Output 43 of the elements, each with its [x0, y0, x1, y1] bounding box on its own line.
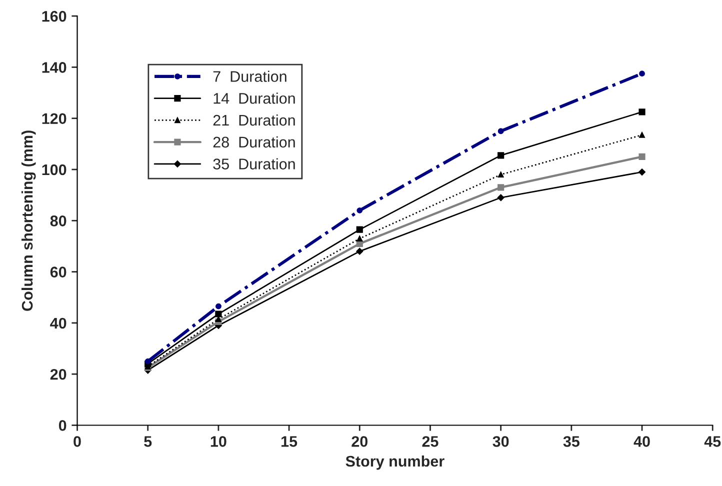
x-tick-label: 0 [74, 436, 81, 447]
x-tick-label: 5 [144, 436, 152, 447]
point [144, 358, 151, 364]
point [356, 248, 364, 255]
point [498, 152, 504, 159]
x-tick-label: 15 [282, 436, 298, 447]
legend-label: 28 Duration [213, 136, 295, 148]
point [356, 236, 363, 242]
point [639, 132, 645, 138]
point [215, 303, 222, 310]
point [639, 70, 645, 77]
x-tick-label: 25 [422, 436, 438, 447]
point [498, 172, 504, 178]
y-tick-label: 120 [42, 113, 66, 124]
legend-label: 21 Duration [213, 114, 295, 126]
y-tick-label: 100 [42, 164, 66, 176]
y-tick-label: 0 [58, 420, 66, 431]
point [638, 168, 646, 176]
point [498, 184, 504, 191]
x-tick-label: 35 [563, 436, 580, 447]
x-tick-label: 40 [634, 436, 650, 447]
x-tick-label: 10 [210, 436, 226, 447]
y-tick-label: 160 [42, 10, 66, 22]
y-tick-label: 40 [50, 318, 66, 329]
y-tick-label: 20 [50, 368, 66, 380]
point [497, 194, 504, 202]
point [356, 207, 363, 214]
y-tick-label: 80 [50, 216, 66, 226]
point [638, 153, 646, 160]
x-axis-title: Story number [346, 455, 444, 470]
y-tick-label: 60 [50, 266, 66, 278]
point [498, 128, 504, 134]
y-tick-label: 140 [42, 62, 66, 73]
x-tick-label: 30 [492, 436, 509, 447]
y-axis-title: Column shortening (mm) [21, 130, 36, 311]
legend-label: 35 Duration [213, 158, 295, 170]
legend-label: 14 Duration [214, 92, 295, 104]
x-tick-label: 45 [704, 436, 721, 447]
point [356, 226, 363, 233]
point [638, 108, 646, 116]
x-tick-label: 20 [352, 436, 368, 447]
point [215, 310, 222, 318]
legend-label: 7 Duration [213, 70, 286, 82]
